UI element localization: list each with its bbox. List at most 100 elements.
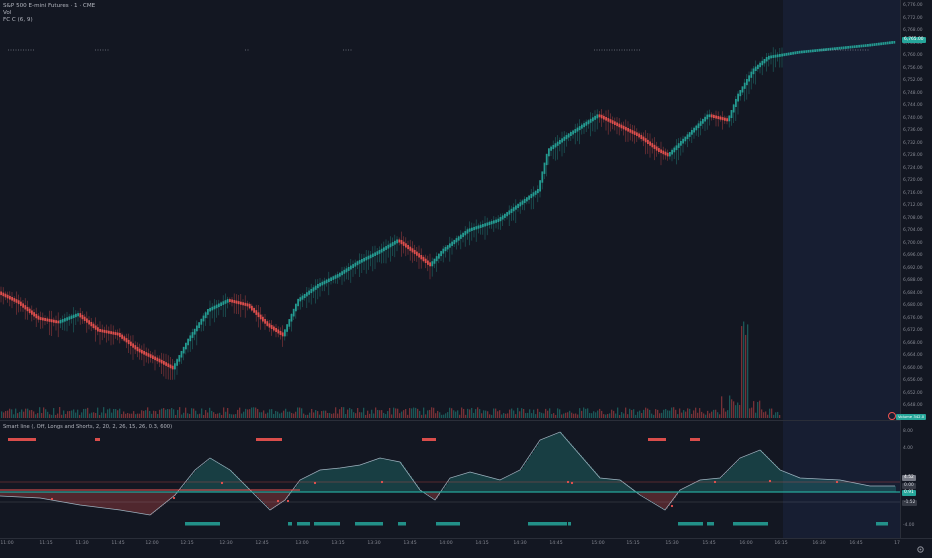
price-bar: [24, 305, 27, 310]
price-bar: [103, 329, 106, 333]
osc-fill: [890, 486, 892, 492]
volume-bar: [561, 414, 563, 418]
osc-fill: [710, 479, 712, 492]
volume-bar: [459, 414, 461, 418]
volume-bar: [5, 411, 7, 418]
osc-fill: [332, 468, 334, 492]
volume-bar: [701, 411, 703, 418]
time-axis[interactable]: [0, 538, 932, 551]
price-tick-label: 6,764.00: [903, 40, 923, 46]
osc-fill: [172, 492, 174, 498]
price-axis[interactable]: [900, 0, 932, 538]
price-bar: [242, 302, 244, 306]
price-bar: [693, 127, 695, 133]
osc-fill: [104, 492, 106, 508]
price-bar: [776, 54, 779, 58]
osc-fill: [296, 485, 298, 492]
osc-tick-label: 4.00: [903, 446, 913, 451]
osc-fill: [782, 470, 784, 492]
osc-fill: [538, 443, 540, 492]
price-bar: [754, 66, 757, 71]
osc-fill: [844, 480, 846, 492]
gear-icon[interactable]: [916, 539, 925, 553]
volume-bar: [203, 414, 205, 418]
volume-bar: [413, 407, 415, 418]
price-bar: [581, 124, 583, 129]
volume-bar: [595, 412, 597, 418]
price-bar: [493, 220, 495, 224]
price-bar: [9, 295, 11, 300]
volume-bar: [343, 407, 345, 418]
osc-fill: [624, 483, 626, 492]
osc-fill: [660, 492, 662, 507]
pin-icon[interactable]: [888, 412, 896, 420]
volume-bar: [35, 414, 37, 418]
osc-fill: [800, 478, 802, 492]
price-bar: [422, 256, 425, 262]
price-bar: [664, 151, 667, 156]
volume-bar: [367, 410, 369, 418]
volume-bar: [671, 407, 673, 418]
price-bar: [442, 248, 445, 254]
osc-fill: [142, 492, 144, 514]
price-bar: [367, 255, 370, 260]
oscillator-legend[interactable]: Smart line (, Off, Longs and Shorts, 2, …: [3, 424, 173, 430]
price-bar: [460, 234, 462, 239]
osc-fill: [658, 492, 660, 506]
osc-fill: [602, 478, 604, 492]
osc-fill: [810, 478, 812, 492]
volume-bar: [695, 407, 697, 418]
volume-bar: [305, 414, 307, 418]
price-bar: [248, 303, 251, 309]
pane-separator[interactable]: [0, 420, 900, 421]
osc-fill: [8, 492, 10, 497]
osc-dot: [713, 480, 717, 484]
osc-fill: [554, 434, 556, 492]
volume-bar: [441, 414, 443, 418]
volume-bar: [53, 408, 55, 418]
price-tick-label: 6,736.00: [903, 128, 923, 133]
osc-fill: [212, 459, 214, 492]
osc-fill: [828, 479, 830, 492]
price-bar: [798, 50, 801, 54]
price-bar: [433, 258, 436, 264]
osc-fill: [668, 492, 670, 506]
price-bar: [550, 146, 552, 151]
osc-fill: [6, 492, 8, 497]
volume-bar: [377, 409, 379, 418]
osc-fill: [386, 459, 388, 492]
osc-fill: [36, 492, 38, 498]
price-bar: [517, 203, 519, 208]
price-bar: [675, 145, 678, 151]
volume-bar: [181, 414, 183, 418]
volume-bar: [539, 411, 541, 418]
price-bar: [528, 195, 530, 200]
volume-bar: [563, 413, 565, 418]
volume-bar: [269, 409, 271, 418]
volume-bar: [435, 413, 437, 418]
volume-bar: [763, 412, 765, 418]
osc-fill: [370, 461, 372, 492]
volume-bar: [735, 405, 737, 418]
osc-fill: [764, 454, 766, 492]
osc-fill: [686, 487, 688, 492]
volume-bar: [529, 409, 531, 418]
osc-fill: [750, 454, 752, 492]
volume-bar: [601, 410, 603, 418]
price-bar: [596, 114, 599, 119]
price-bar: [589, 118, 592, 123]
price-bar: [748, 75, 750, 82]
volume-bar: [703, 413, 705, 418]
osc-fill: [66, 492, 68, 503]
symbol-title[interactable]: S&P 500 E-mini Futures · 1 · CME: [3, 3, 96, 9]
volume-bar: [157, 414, 159, 418]
price-bar: [519, 202, 522, 207]
osc-fill: [368, 462, 370, 492]
volume-bar: [295, 411, 297, 418]
fcc-legend[interactable]: FC C (6, 9): [3, 17, 33, 23]
osc-fill: [542, 439, 544, 492]
volume-legend[interactable]: Vol: [3, 10, 12, 16]
price-bar: [761, 60, 764, 66]
osc-fill: [188, 478, 190, 492]
volume-bar: [717, 412, 719, 418]
